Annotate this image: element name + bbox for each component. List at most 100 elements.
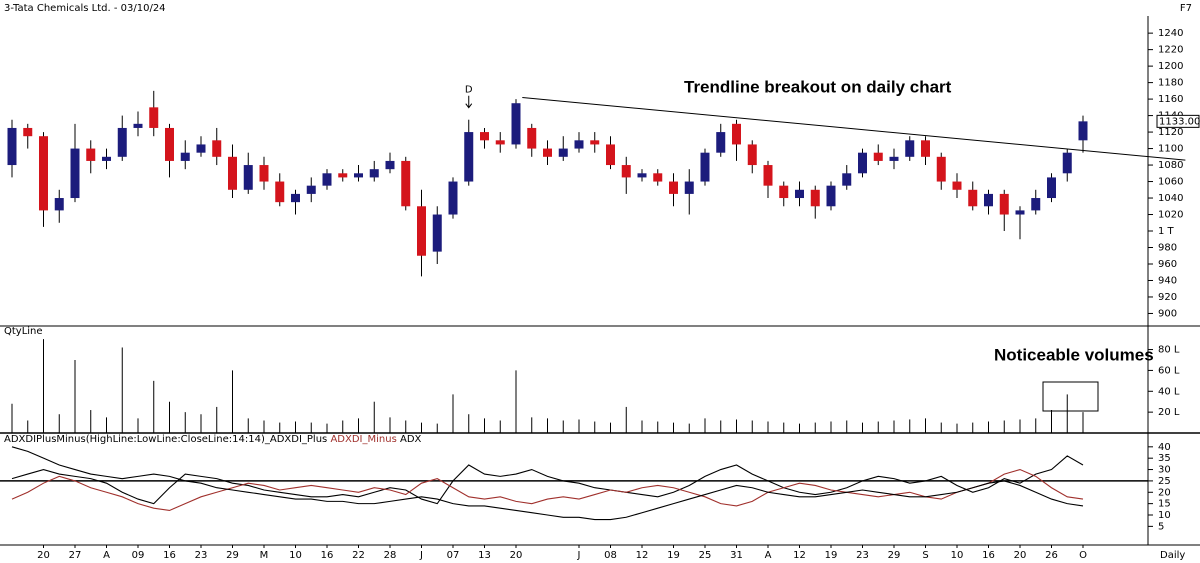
- candle-body: [165, 127, 174, 161]
- candle-body: [417, 206, 426, 256]
- y-tick-label: 40: [1158, 442, 1171, 453]
- x-tick-label: 20: [1014, 550, 1027, 561]
- candle-body: [511, 103, 521, 145]
- x-tick-label: 29: [888, 550, 901, 561]
- y-tick-label: 5: [1158, 521, 1164, 532]
- candle-body: [810, 189, 820, 207]
- x-tick-label: A: [103, 550, 110, 561]
- y-tick-label: 1060: [1158, 177, 1183, 188]
- candle-body: [936, 156, 946, 182]
- y-tick-label: 20: [1158, 487, 1171, 498]
- legend-entry: ADX: [400, 434, 422, 445]
- candle-body: [243, 165, 253, 190]
- candle-body: [574, 140, 584, 149]
- candle-body: [1047, 177, 1056, 199]
- candle-body: [86, 148, 96, 161]
- x-tick-label: M: [260, 550, 269, 561]
- candle-body: [1078, 121, 1088, 141]
- y-tick-label: 40 L: [1158, 386, 1180, 397]
- x-tick-label: 16: [321, 550, 334, 561]
- candle-body: [432, 214, 442, 252]
- candle-body: [480, 132, 489, 141]
- candle-body: [779, 185, 789, 199]
- y-tick-label: 980: [1158, 243, 1177, 254]
- y-tick-label: 80 L: [1158, 345, 1180, 356]
- y-tick-label: 1120: [1158, 127, 1183, 138]
- y-tick-label: 25: [1158, 476, 1171, 487]
- candle-body: [464, 132, 474, 182]
- shortcut: F7: [1180, 3, 1192, 14]
- highlight-box: [1042, 381, 1099, 412]
- candle-body: [763, 165, 773, 186]
- candle-body: [369, 169, 379, 178]
- x-tick-label: 22: [352, 550, 365, 561]
- candle-body: [180, 152, 190, 161]
- candle-body: [889, 156, 899, 161]
- candle-body: [23, 127, 33, 137]
- candle-body: [984, 193, 993, 207]
- y-tick-label: 1160: [1158, 94, 1183, 105]
- y-tick-label: 30: [1158, 465, 1171, 476]
- candle-body: [354, 173, 363, 178]
- candle-body: [873, 152, 883, 161]
- candle-body: [54, 198, 64, 211]
- y-tick-label: 1200: [1158, 61, 1183, 72]
- x-tick-label: 20: [510, 550, 523, 561]
- candle-body: [448, 181, 458, 215]
- candle-body: [732, 123, 741, 145]
- candle-body: [606, 144, 615, 166]
- marker-arrow: [465, 95, 473, 109]
- candle-body: [684, 181, 694, 194]
- trendline: [522, 96, 1186, 161]
- y-tick-label: 1040: [1158, 193, 1183, 204]
- x-tick-label: S: [922, 550, 928, 561]
- y-tick-label: 1020: [1158, 210, 1183, 221]
- x-tick-label: 28: [384, 550, 397, 561]
- candle-body: [7, 127, 17, 166]
- x-tick-label: 29: [226, 550, 239, 561]
- chart-title: 3-Tata Chemicals Ltd. - 03/10/24: [4, 3, 166, 14]
- x-tick-label: 16: [982, 550, 995, 561]
- candle-body: [999, 193, 1009, 215]
- candle-body: [102, 156, 111, 161]
- x-tick-label: 26: [1045, 550, 1058, 561]
- x-tick-label: 09: [132, 550, 145, 561]
- candle-body: [527, 127, 537, 149]
- marker-label: D: [465, 85, 473, 96]
- candle-body: [401, 160, 411, 207]
- candle-body: [795, 189, 804, 199]
- candle-body: [653, 173, 663, 182]
- y-tick-label: 1080: [1158, 160, 1183, 171]
- candle-body: [1031, 198, 1041, 211]
- candle-body: [322, 173, 332, 186]
- x-tick-label: 23: [856, 550, 869, 561]
- candle-body: [149, 107, 159, 128]
- legend: ADXDIPlusMinus(HighLine:LowLine:CloseLin…: [4, 434, 422, 445]
- legend-entry: ADXDIPlusMinus(HighLine:LowLine:CloseLin…: [4, 434, 327, 445]
- x-tick-label: 16: [163, 550, 176, 561]
- annotation: Noticeable volumes: [994, 345, 1154, 364]
- candle-body: [291, 193, 300, 203]
- x-tick-label: 12: [793, 550, 806, 561]
- x-tick-label: 19: [667, 550, 680, 561]
- candle-body: [228, 156, 237, 190]
- y-tick-label: 1240: [1158, 28, 1183, 39]
- candle-body: [590, 140, 600, 145]
- y-tick-label: 10: [1158, 510, 1171, 521]
- candle-body: [716, 132, 726, 153]
- x-tick-label: 31: [730, 550, 743, 561]
- x-tick-label: J: [419, 550, 423, 561]
- x-tick-label: 12: [636, 550, 649, 561]
- candle-body: [669, 181, 678, 194]
- candle-body: [70, 148, 80, 199]
- candle-body: [275, 181, 285, 203]
- candle-body: [637, 173, 647, 178]
- indicator-line: [11, 455, 1084, 505]
- candle-body: [747, 144, 757, 166]
- candle-body: [212, 140, 222, 157]
- candle-body: [133, 123, 143, 128]
- x-tick-label: 10: [951, 550, 964, 561]
- legend-entry: ADXDI_Minus: [330, 434, 396, 445]
- candle-body: [826, 185, 836, 207]
